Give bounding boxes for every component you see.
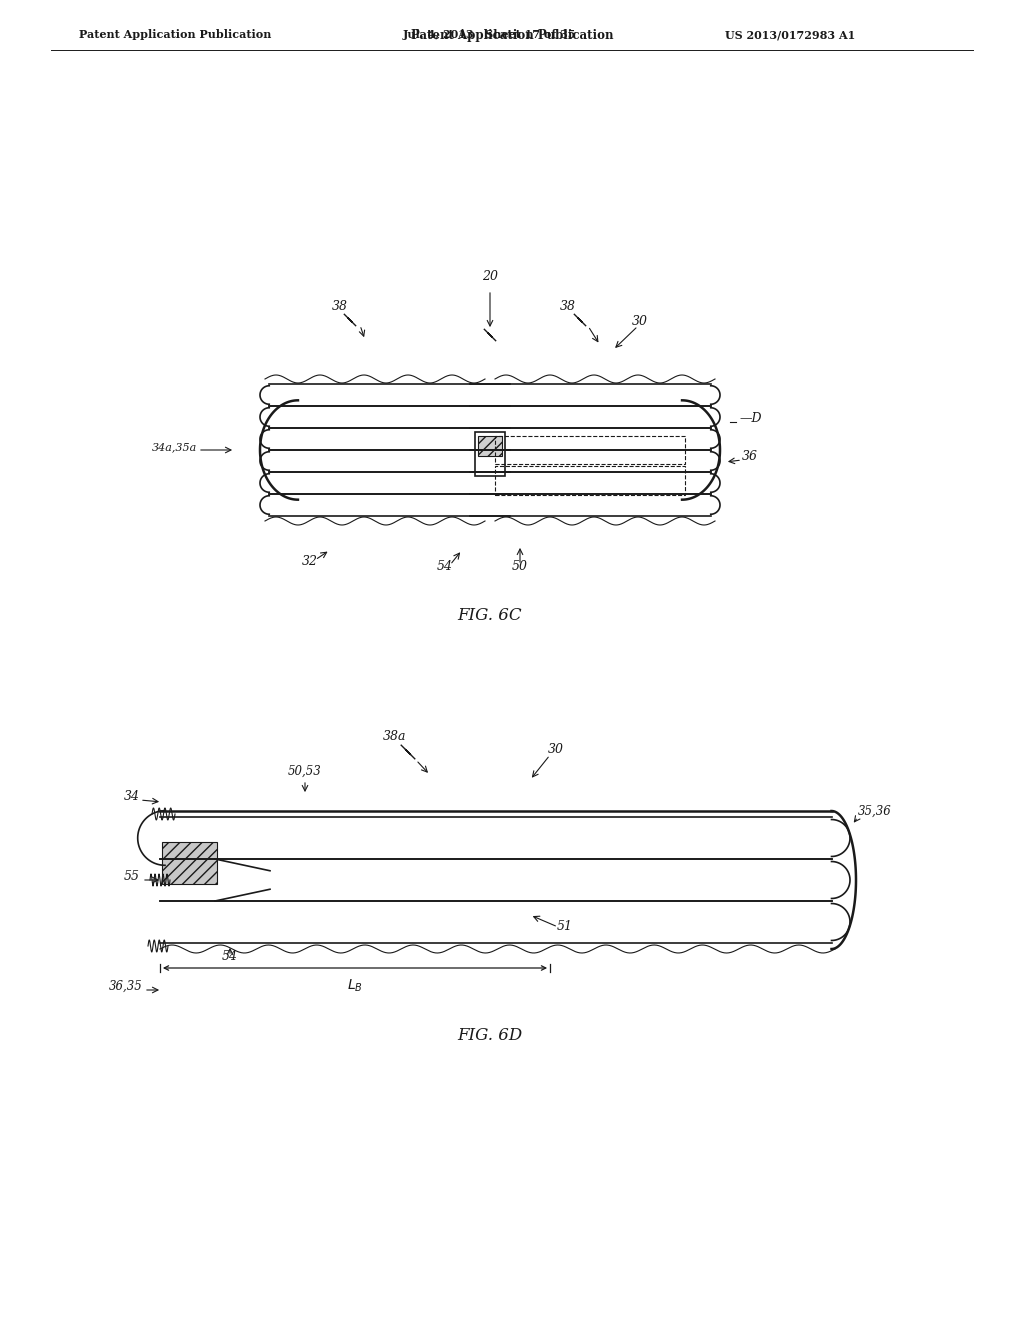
Text: Patent Application Publication: Patent Application Publication xyxy=(411,29,613,41)
Text: 50: 50 xyxy=(512,560,528,573)
Text: FIG. 6D: FIG. 6D xyxy=(458,1027,522,1044)
Text: Jul. 4, 2013   Sheet 17 of 35: Jul. 4, 2013 Sheet 17 of 35 xyxy=(403,29,577,41)
Text: 55: 55 xyxy=(124,870,140,883)
Text: 38: 38 xyxy=(332,300,348,313)
Text: 34a,35a: 34a,35a xyxy=(152,442,197,451)
Bar xyxy=(475,433,505,477)
Bar xyxy=(478,436,502,455)
Text: 36: 36 xyxy=(742,450,758,463)
Bar xyxy=(162,842,217,884)
Text: 54: 54 xyxy=(437,560,453,573)
Text: 34: 34 xyxy=(124,789,140,803)
Text: 36,35: 36,35 xyxy=(110,979,143,993)
Bar xyxy=(495,436,685,465)
Text: 32: 32 xyxy=(302,554,318,568)
Text: —D: —D xyxy=(740,412,763,425)
Bar xyxy=(495,466,685,495)
Text: 38: 38 xyxy=(560,300,575,313)
Text: 38a: 38a xyxy=(383,730,407,743)
Text: FIG. 6C: FIG. 6C xyxy=(458,606,522,623)
Text: $L_B$: $L_B$ xyxy=(347,978,362,994)
Text: 54: 54 xyxy=(222,950,238,964)
Text: 51: 51 xyxy=(557,920,573,933)
Text: 20: 20 xyxy=(482,271,498,282)
Text: 50,53: 50,53 xyxy=(288,766,322,777)
Text: US 2013/0172983 A1: US 2013/0172983 A1 xyxy=(725,29,855,41)
Text: 30: 30 xyxy=(548,743,564,756)
Text: 30: 30 xyxy=(632,315,648,327)
Text: Patent Application Publication: Patent Application Publication xyxy=(79,29,271,41)
Text: 35,36: 35,36 xyxy=(858,805,892,818)
